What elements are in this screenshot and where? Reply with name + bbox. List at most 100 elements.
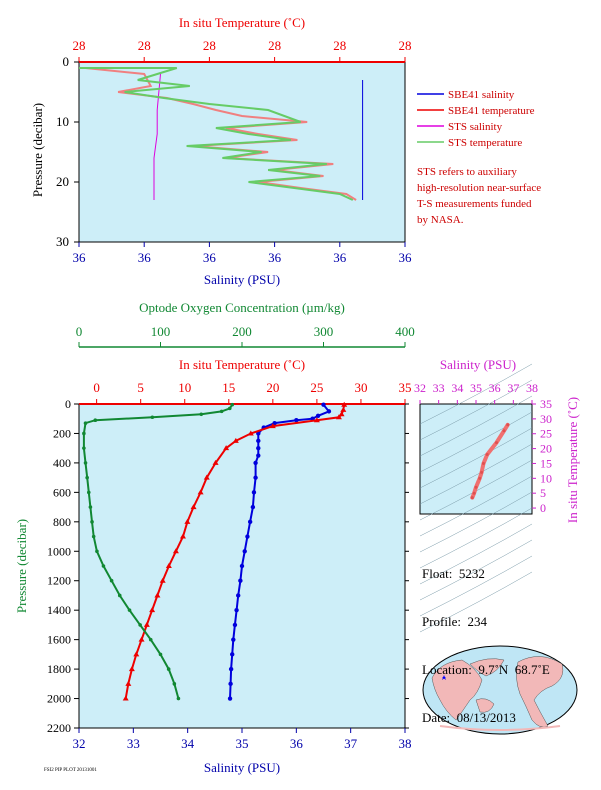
near-surface-series-line <box>79 67 354 201</box>
density-contour <box>419 555 533 617</box>
oxygen-marker <box>219 409 224 414</box>
salinity-tick-label: 35 <box>236 736 249 751</box>
ts-point <box>472 491 476 495</box>
top-y-tick-label: 20 <box>56 174 69 189</box>
temperature-marker <box>269 423 276 429</box>
temp-tick-label: 20 <box>266 380 279 395</box>
date: Date: 08/13/2013 <box>422 710 516 725</box>
oxygen-marker <box>227 406 232 411</box>
inset-y-tick-label: 5 <box>540 486 546 500</box>
main-y-tick-label: 0 <box>65 397 71 411</box>
float-id: Float: 5232 <box>422 566 485 581</box>
salinity-marker <box>228 666 234 672</box>
oxygen-marker <box>86 490 91 495</box>
oxygen-marker <box>117 593 122 598</box>
density-contour <box>419 379 533 441</box>
density-contour <box>419 411 533 473</box>
temperature-marker <box>133 651 140 657</box>
inset-y-tick-label: 0 <box>540 501 546 515</box>
salinity-marker <box>321 402 326 407</box>
legend: SBE41 salinity SBE41 temperature STS salin… <box>417 89 535 149</box>
salinity-marker <box>230 652 235 657</box>
salinity-tick-label: 37 <box>344 736 358 751</box>
main-y-axis-title: Pressure (decibar) <box>14 519 29 613</box>
salinity-tick-label: 33 <box>127 736 140 751</box>
salinity-marker <box>228 681 233 687</box>
density-contour <box>419 427 533 489</box>
temp-tick-label: 10 <box>178 380 191 395</box>
ts-inset: Salinity (PSU) 32 33 34 35 36 37 38 0510152025… <box>414 357 580 633</box>
salinity-marker <box>234 607 239 613</box>
float-info: Float: 5232 Profile: 234 Location: 9.7˚N… <box>422 534 550 742</box>
inset-y-tick-label: 30 <box>540 412 552 426</box>
temperature-marker <box>247 430 254 436</box>
temperature-marker <box>184 518 191 524</box>
top-y-tick-label: 30 <box>56 234 69 249</box>
oxygen-tick-label: 200 <box>232 324 252 339</box>
temperature-marker <box>143 621 150 627</box>
temperature-marker <box>340 406 347 412</box>
density-contour <box>419 539 533 601</box>
oxygen-tick-label: 100 <box>151 324 171 339</box>
oxygen-marker <box>199 412 204 417</box>
salinity-marker <box>235 593 241 598</box>
top-temp-tick-label: 28 <box>399 38 412 53</box>
main-y-tick-label: 1200 <box>47 574 71 588</box>
salinity-marker <box>253 460 258 466</box>
salinity-marker <box>256 445 261 451</box>
salinity-marker <box>256 453 261 458</box>
ts-point <box>502 429 506 433</box>
profile-number: Profile: 234 <box>422 614 487 629</box>
oxygen-marker <box>82 431 86 436</box>
inset-x-tick-label: 36 <box>489 381 501 395</box>
main-y-tick-label: 1600 <box>47 633 71 647</box>
top-y-axis-title: Pressure (decibar) <box>30 103 45 197</box>
inset-x-axis-title: Salinity (PSU) <box>440 357 516 372</box>
salinity-marker <box>253 475 258 480</box>
temperature-marker <box>335 414 342 420</box>
oxygen-marker <box>172 682 177 686</box>
density-contour <box>419 363 533 425</box>
main-y-tick-label: 600 <box>53 485 71 499</box>
oxygen-marker <box>158 652 163 657</box>
profile-line <box>229 404 331 699</box>
inset-y-tick-label: 35 <box>540 397 552 411</box>
inset-x-tick-label: 32 <box>414 381 426 395</box>
oxygen-marker <box>88 505 93 509</box>
main-y-tick-label: 2200 <box>47 721 71 735</box>
top-temp-tick-label: 28 <box>73 38 86 53</box>
temp-tick-label: 15 <box>222 380 235 395</box>
top-temp-tick-label: 28 <box>268 38 281 53</box>
near-surface-series-line <box>153 73 161 200</box>
temperature-marker <box>149 607 156 613</box>
top-sal-tick-label: 36 <box>203 250 217 265</box>
density-contour <box>419 571 533 633</box>
ts-curve <box>470 422 510 500</box>
main-panel: Optode Oxygen Concentration (µm/kg) 0 100… <box>14 300 415 775</box>
oxygen-tick-label: 400 <box>395 324 415 339</box>
temperature-marker <box>128 666 135 672</box>
top-plot-area <box>78 61 406 243</box>
top-sal-tick-label: 36 <box>268 250 282 265</box>
oxygen-marker <box>148 637 153 642</box>
density-contour <box>419 491 533 553</box>
inset-x-tick-label: 38 <box>526 381 538 395</box>
sts-note: STS refers to auxiliary high-resolution … <box>417 164 541 228</box>
main-y-tick-label: 800 <box>53 515 71 529</box>
oxygen-tick-label: 300 <box>314 324 334 339</box>
salinity-marker <box>256 438 261 444</box>
legend-label: STS salinity <box>448 121 503 133</box>
temperature-marker <box>159 577 166 583</box>
footer-stamp: FSI2 PIP PLOT 20131001 <box>44 768 97 773</box>
salinity-marker <box>245 534 250 539</box>
oxygen-marker <box>109 578 114 583</box>
salinity-marker <box>232 622 238 628</box>
salinity-marker <box>231 637 236 642</box>
temperature-marker <box>313 417 320 423</box>
main-y-tick-label: 400 <box>53 456 71 470</box>
oxygen-marker <box>90 520 94 524</box>
salinity-marker <box>239 563 245 569</box>
density-contour <box>419 443 533 505</box>
inset-y-tick-label: 25 <box>540 427 552 441</box>
inset-y-tick-label: 10 <box>540 471 552 485</box>
